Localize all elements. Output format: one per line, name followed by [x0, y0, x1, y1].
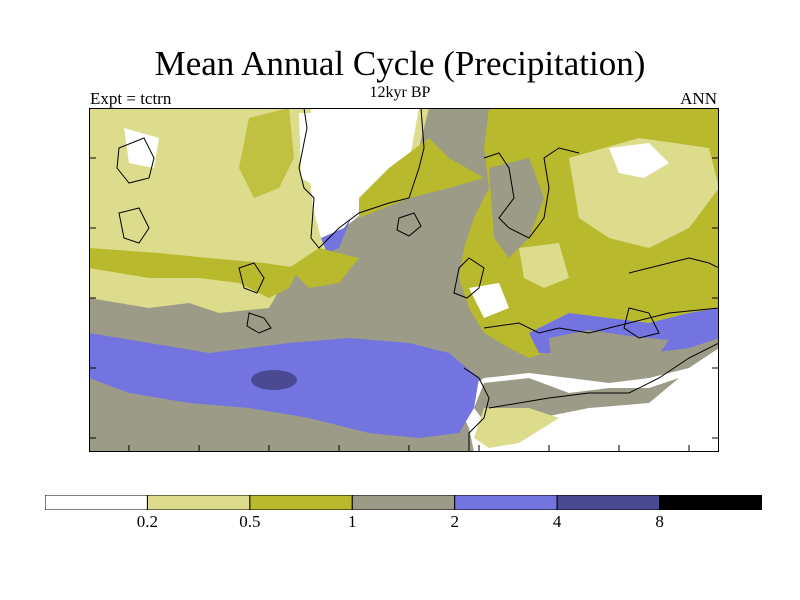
north-america-dry — [124, 128, 159, 168]
colorbar-swatch — [249, 495, 353, 510]
greenland-ice — [309, 108, 419, 238]
precipitation-map — [89, 108, 719, 452]
north-america-wet — [239, 108, 294, 198]
colorbar-tick-label: 0.5 — [239, 512, 261, 531]
coastlines — [116, 108, 719, 452]
atlantic-moist-band — [289, 248, 359, 288]
eurasia-dry — [569, 138, 719, 248]
colorbar-swatch — [351, 495, 456, 510]
colorbar-tick-label: 0.2 — [136, 512, 159, 531]
colorbar-swatch — [45, 495, 148, 510]
north-america-wet — [89, 248, 299, 298]
colorbar-swatch — [659, 495, 762, 510]
axis-ticks — [89, 157, 719, 452]
eurasia-dry — [519, 243, 569, 288]
colorbar-tick-label: 8 — [655, 512, 664, 531]
chart-title: Mean Annual Cycle (Precipitation) — [154, 44, 646, 83]
colorbar-swatch — [454, 495, 558, 510]
atlantic-moist-band — [359, 138, 484, 218]
colorbar-swatch — [146, 495, 251, 510]
season-label: ANN — [680, 89, 717, 108]
africa-dry-band — [474, 408, 559, 448]
colorbar-swatch — [556, 495, 661, 510]
eurasia-dry — [609, 143, 669, 178]
mediterranean-inner — [549, 330, 669, 373]
map-frame — [89, 108, 719, 452]
colorbar-tick-label: 4 — [552, 512, 562, 531]
chart-subtitle: 12kyr BP — [369, 84, 431, 101]
eurasia-dry — [469, 283, 509, 318]
atlantic-max-precip — [251, 370, 297, 390]
colorbar-tick-label: 1 — [348, 512, 357, 531]
greenland-edge — [321, 218, 351, 253]
scandinavia-wet — [489, 158, 544, 258]
colorbar-tick-label: 2 — [450, 512, 459, 531]
experiment-label: Expt = tctrn — [90, 89, 172, 108]
colorbar — [45, 495, 762, 510]
